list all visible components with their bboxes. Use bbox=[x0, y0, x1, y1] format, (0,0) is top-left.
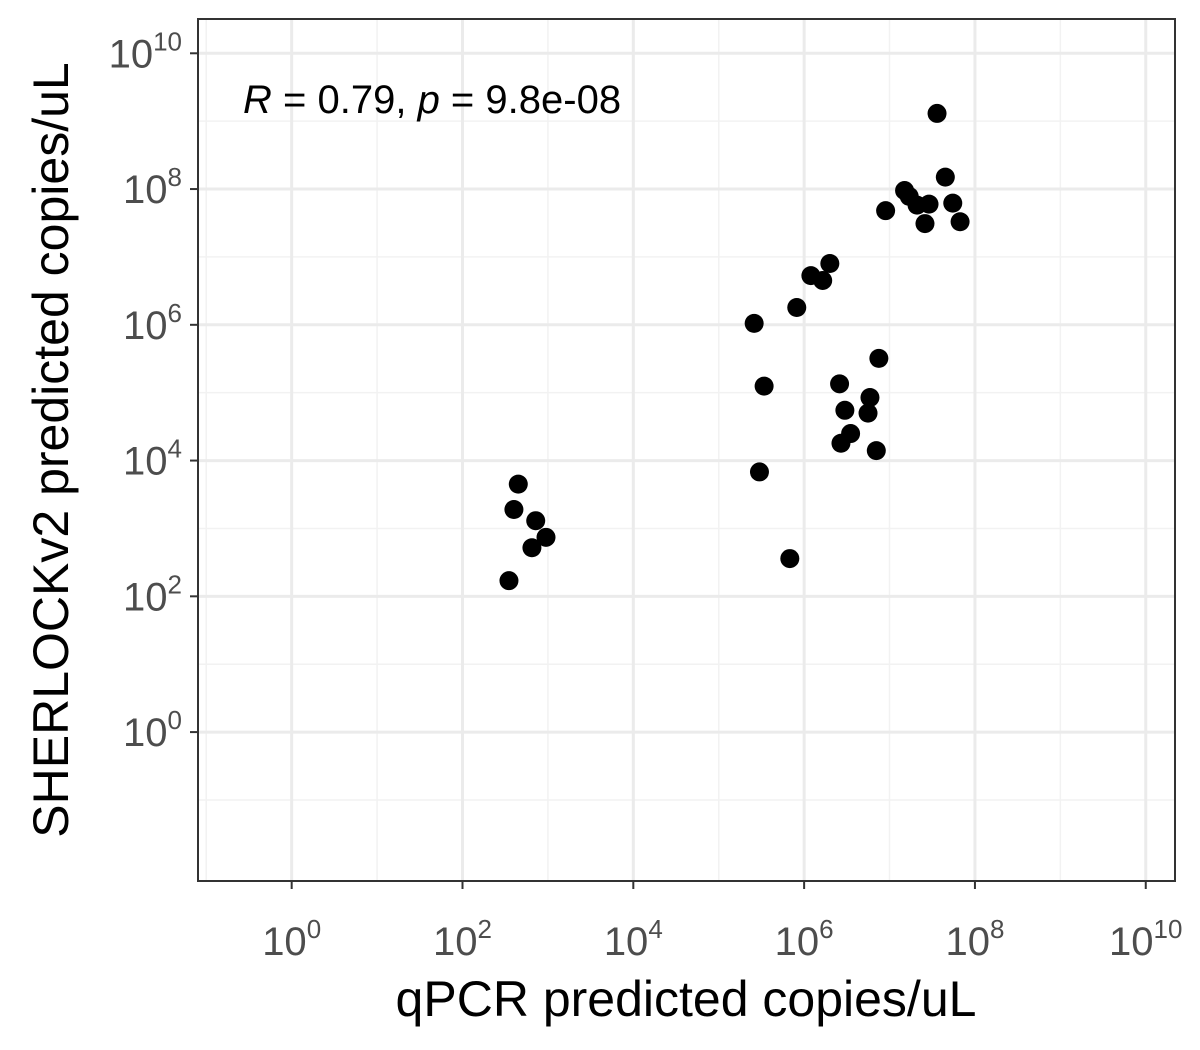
x-tick-label: 106 bbox=[775, 914, 834, 964]
data-point bbox=[813, 270, 833, 290]
x-axis-title: qPCR predicted copies/uL bbox=[396, 971, 977, 1027]
data-point bbox=[522, 538, 542, 558]
data-point bbox=[526, 511, 546, 531]
data-point bbox=[869, 348, 889, 368]
y-tick-label: 104 bbox=[123, 434, 182, 484]
data-point bbox=[835, 400, 855, 420]
x-tick-label: 1010 bbox=[1109, 914, 1182, 964]
data-point bbox=[787, 297, 807, 317]
x-tick-label: 100 bbox=[262, 914, 321, 964]
x-tick-label: 104 bbox=[604, 914, 663, 964]
x-tick-label: 102 bbox=[433, 914, 492, 964]
data-point bbox=[876, 201, 896, 221]
data-point bbox=[830, 374, 850, 394]
data-point bbox=[536, 527, 556, 547]
y-axis-title: SHERLOCKv2 predicted copies/uL bbox=[23, 62, 79, 837]
y-tick-label: 100 bbox=[123, 705, 182, 755]
axis-ticks: 100 102 104 106 108 1010 100 102 104 106 108 1010 bbox=[109, 26, 1183, 964]
data-point bbox=[919, 194, 939, 214]
data-point bbox=[820, 254, 840, 274]
data-point bbox=[950, 212, 970, 232]
data-point bbox=[749, 462, 769, 482]
data-point bbox=[866, 441, 886, 461]
r-value: = 0.79, bbox=[272, 78, 418, 122]
y-tick-label: 106 bbox=[123, 298, 182, 348]
x-tick-label: 108 bbox=[945, 914, 1004, 964]
data-point bbox=[508, 474, 528, 494]
y-tick-label: 1010 bbox=[109, 26, 182, 76]
y-tick-label: 102 bbox=[123, 569, 182, 619]
data-point bbox=[935, 167, 955, 187]
plot-border bbox=[197, 18, 1176, 882]
data-point bbox=[860, 387, 880, 407]
data-point bbox=[858, 403, 878, 423]
data-point bbox=[499, 571, 519, 591]
y-tick-label: 108 bbox=[123, 162, 182, 212]
plot-panel bbox=[198, 19, 1175, 881]
data-point bbox=[504, 500, 524, 520]
data-point bbox=[754, 376, 774, 396]
p-symbol: p bbox=[417, 78, 440, 122]
r-symbol: R bbox=[243, 78, 272, 122]
data-point bbox=[927, 103, 947, 123]
correlation-annotation: R = 0.79, p = 9.8e-08 bbox=[243, 78, 621, 122]
grid bbox=[198, 19, 1175, 881]
data-points bbox=[499, 103, 970, 591]
data-point bbox=[780, 549, 800, 569]
data-point bbox=[744, 313, 764, 333]
data-point bbox=[915, 214, 935, 234]
p-value: = 9.8e-08 bbox=[440, 78, 621, 122]
data-point bbox=[841, 424, 861, 444]
data-point bbox=[943, 193, 963, 213]
